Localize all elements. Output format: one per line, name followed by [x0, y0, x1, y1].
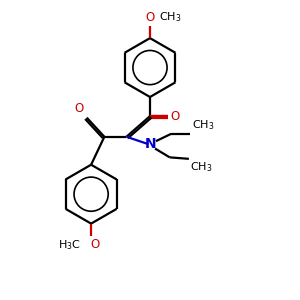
- Text: CH$_3$: CH$_3$: [190, 160, 213, 174]
- Text: H$_3$C: H$_3$C: [58, 238, 81, 252]
- Text: O: O: [171, 110, 180, 123]
- Text: O: O: [91, 238, 100, 251]
- Text: N: N: [145, 137, 156, 151]
- Text: O: O: [74, 102, 84, 115]
- Text: O: O: [146, 11, 154, 24]
- Text: CH$_3$: CH$_3$: [159, 11, 182, 24]
- Text: CH$_3$: CH$_3$: [192, 118, 214, 132]
